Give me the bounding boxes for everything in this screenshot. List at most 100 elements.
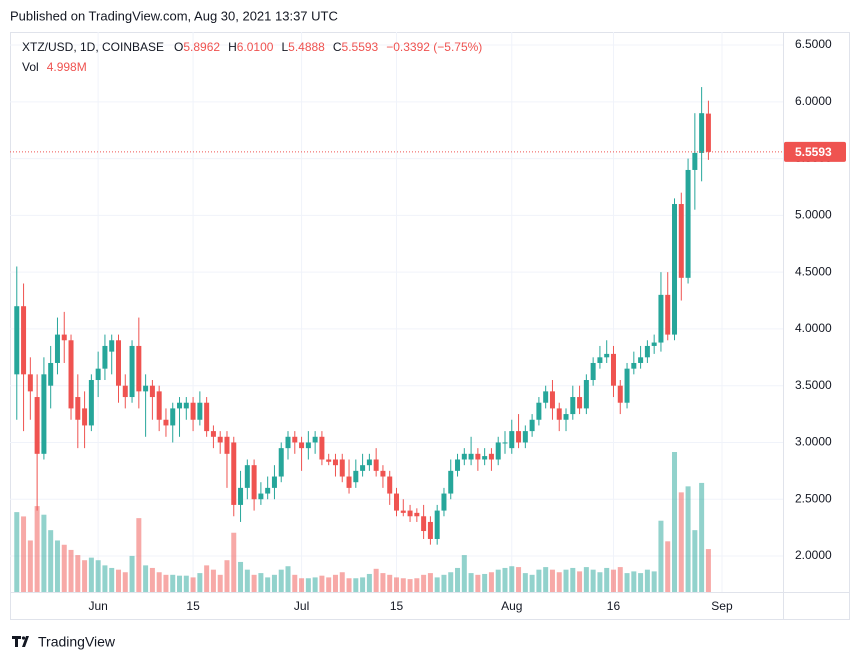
candle-body [27,374,33,392]
volume-bar [34,506,40,592]
candle-body [136,345,142,392]
candle-body [549,391,555,409]
y-tick-label: 3.5000 [795,378,832,392]
volume-bar [604,567,610,592]
candle-body [217,436,223,443]
volume-bar [685,486,691,592]
volume-bar [522,573,528,592]
quote-value: 5.8962 [183,40,220,54]
volume-bar [278,569,284,592]
volume-bar [251,574,257,592]
volume-bar [258,573,264,592]
volume-bar [14,512,20,592]
candle-body [95,368,101,381]
volume-bar [332,574,338,592]
quote-name: O [174,40,183,54]
candle-body [387,476,393,494]
candle-body [366,459,372,466]
volume-bar [543,567,549,592]
volume-bar [54,540,60,592]
candle-body [102,345,108,369]
candle-body [88,380,94,426]
volume-bar [204,565,210,592]
candle-body [305,442,311,449]
volume-bar [394,577,399,592]
candle-body [644,345,650,358]
candle-body [299,442,305,449]
candle-body [170,408,176,426]
x-tick-label: Jun [88,599,107,613]
volume-bar [414,578,420,592]
volume-bar [692,530,698,592]
candle-body [231,442,237,505]
x-tick-label: 15 [186,599,200,613]
candle-body [68,340,74,409]
volume-bar [95,560,101,592]
candle-body [332,459,338,466]
candle-body [224,436,230,454]
candle-body [624,368,630,403]
x-tick-label: 16 [607,599,621,613]
volume-bar [115,569,121,592]
candle-body [705,113,711,152]
volume-name: Vol [22,60,39,74]
candle-body [394,493,399,511]
candle-body [658,294,664,343]
volume-bar [502,567,508,592]
volume-bar [495,569,501,592]
candle-body [163,419,169,426]
volume-bar [265,577,271,592]
candle-body [502,442,508,444]
candle-body [427,521,433,539]
volume-bar [475,574,481,592]
volume-bar [427,573,433,592]
brand-name: TradingView [38,634,116,650]
candle-body [129,345,135,398]
quote-value: 5.4888 [288,40,325,54]
candle-body [380,470,386,477]
candle-body [48,362,54,386]
x-tick-label: Sep [711,599,733,613]
candle-body [109,340,115,352]
volume-bar [346,578,352,592]
y-tick-label: 5.0000 [795,208,832,222]
volume-bar [224,560,230,592]
candle-body [292,436,298,443]
volume-bar [570,567,576,592]
volume-bar [644,569,650,592]
volume-bar [556,572,562,592]
candle-body [468,453,474,460]
volume-bar [482,573,488,592]
volume-bar [271,574,277,592]
volume-bar [468,573,474,592]
candle-body [475,453,481,460]
candle-body [522,431,528,443]
x-tick-label: 15 [390,599,404,613]
volume-bar [326,577,332,592]
volume-bar [82,560,88,592]
candle-body [143,385,149,392]
candle-body [441,493,447,511]
y-tick-label: 6.5000 [795,37,832,51]
volume-bar [577,571,583,592]
volume-bar [244,569,250,592]
volume-bar [319,575,325,592]
volume-bar [400,578,406,592]
candle-body [482,456,488,460]
volume-bar [21,516,27,592]
volume-bar [590,569,596,592]
candle-body [312,436,318,443]
volume-bar [658,520,664,592]
volume-bar [516,567,522,592]
volume-bar [183,575,189,592]
candle-body [631,362,637,369]
volume-bar [610,569,616,592]
volume-bar [366,573,372,592]
candle-body [509,431,515,449]
candle-body [455,459,461,471]
volume-bar [136,518,142,592]
volume-bar [360,577,366,592]
candle-body [577,397,583,409]
candle-body [149,385,155,398]
volume-bar [434,577,440,592]
